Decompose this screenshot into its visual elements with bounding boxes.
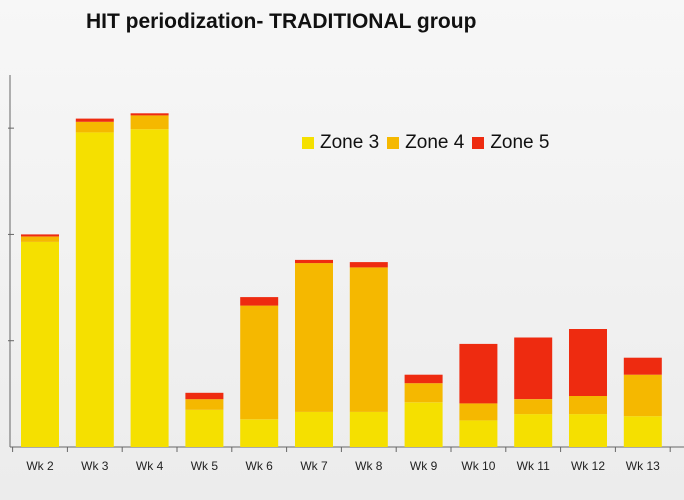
x-tick-label: Wk 7 <box>300 459 328 473</box>
legend-label-zone-4: Zone 4 <box>405 132 464 154</box>
legend-label-zone-3: Zone 3 <box>320 132 379 154</box>
bar-wk-2-zone-3 <box>21 242 59 447</box>
bar-wk-6-zone-4 <box>240 306 278 420</box>
bar-wk-13-zone-4 <box>624 375 662 417</box>
x-tick-label: Wk 13 <box>626 459 660 473</box>
bar-wk-10-zone-5 <box>459 344 497 404</box>
bar-wk-3-zone-5 <box>76 119 114 122</box>
bar-wk-8-zone-4 <box>350 267 388 412</box>
bar-wk-12-zone-3 <box>569 414 607 447</box>
legend-item-zone-5: Zone 5 <box>472 132 549 154</box>
x-tick-label: Wk 3 <box>81 459 109 473</box>
bar-wk-6-zone-5 <box>240 297 278 306</box>
legend-item-zone-4: Zone 4 <box>387 132 464 154</box>
bar-wk-5-zone-5 <box>185 393 223 399</box>
bar-wk-11-zone-3 <box>514 414 552 447</box>
x-tick-label: Wk 10 <box>461 459 495 473</box>
bar-wk-8-zone-5 <box>350 262 388 267</box>
x-tick-label: Wk 8 <box>355 459 383 473</box>
bar-wk-11-zone-5 <box>514 338 552 400</box>
legend-swatch-zone-4 <box>387 137 399 149</box>
bar-wk-11-zone-4 <box>514 399 552 414</box>
x-tick-label: Wk 12 <box>571 459 605 473</box>
bar-wk-2-zone-4 <box>21 237 59 242</box>
x-tick-label: Wk 2 <box>26 459 54 473</box>
bar-wk-13-zone-5 <box>624 358 662 375</box>
bar-wk-7-zone-5 <box>295 260 333 263</box>
x-tick-label: Wk 5 <box>191 459 219 473</box>
x-tick-label: Wk 11 <box>517 459 550 473</box>
bar-wk-4-zone-4 <box>131 115 169 129</box>
bar-wk-7-zone-4 <box>295 263 333 412</box>
bar-wk-7-zone-3 <box>295 412 333 447</box>
bar-wk-3-zone-4 <box>76 122 114 133</box>
bar-wk-10-zone-4 <box>459 403 497 420</box>
x-tick-label: Wk 6 <box>246 459 274 473</box>
bar-wk-10-zone-3 <box>459 420 497 447</box>
bar-wk-4-zone-3 <box>131 129 169 447</box>
bar-wk-9-zone-5 <box>405 375 443 384</box>
x-tick-label: Wk 9 <box>410 459 438 473</box>
legend-swatch-zone-5 <box>472 137 484 149</box>
bar-wk-9-zone-4 <box>405 383 443 402</box>
bar-wk-9-zone-3 <box>405 402 443 447</box>
bar-wk-5-zone-4 <box>185 399 223 410</box>
legend-swatch-zone-3 <box>302 137 314 149</box>
bar-wk-5-zone-3 <box>185 410 223 447</box>
legend-item-zone-3: Zone 3 <box>302 132 379 154</box>
bar-wk-2-zone-5 <box>21 234 59 236</box>
chart-legend: Zone 3 Zone 4 Zone 5 <box>302 132 549 154</box>
bar-wk-13-zone-3 <box>624 416 662 447</box>
bar-wk-6-zone-3 <box>240 419 278 447</box>
bar-wk-12-zone-4 <box>569 396 607 414</box>
legend-label-zone-5: Zone 5 <box>490 132 549 154</box>
bar-wk-4-zone-5 <box>131 113 169 115</box>
bar-wk-12-zone-5 <box>569 329 607 396</box>
bar-wk-8-zone-3 <box>350 412 388 447</box>
x-tick-label: Wk 4 <box>136 459 164 473</box>
bar-wk-3-zone-3 <box>76 132 114 447</box>
